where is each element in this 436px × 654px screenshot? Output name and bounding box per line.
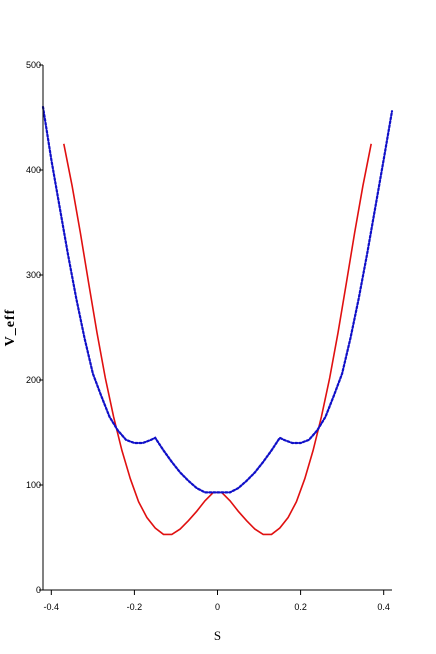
y-axis-title: V_eff	[3, 309, 18, 347]
x-axis-title: S	[214, 628, 221, 643]
x-tick-label: -0.2	[127, 602, 143, 612]
series-line-2	[41, 105, 394, 494]
y-ticks: 0 100 200 300 400 500	[26, 60, 43, 595]
x-tick-label: 0	[215, 602, 220, 612]
x-tick-label: -0.4	[44, 602, 60, 612]
y-tick-label: 0	[36, 585, 41, 595]
y-tick-label: 300	[26, 270, 41, 280]
y-tick-label: 400	[26, 165, 41, 175]
series-line-1	[63, 143, 372, 536]
x-ticks: -0.4 -0.2 0 0.2 0.4	[44, 590, 390, 612]
y-tick-label: 100	[26, 480, 41, 490]
plot-area	[41, 105, 394, 536]
x-tick-label: 0.2	[294, 602, 307, 612]
x-tick-label: 0.4	[377, 602, 390, 612]
y-tick-label: 200	[26, 375, 41, 385]
y-tick-label: 500	[26, 60, 41, 70]
